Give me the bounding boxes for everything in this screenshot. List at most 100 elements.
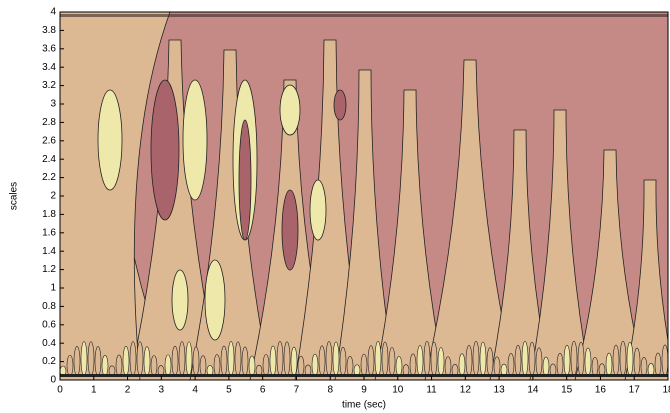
contour-band	[374, 89, 446, 380]
x-tick-label: 11	[426, 385, 437, 396]
contour-ripple	[388, 347, 396, 377]
y-axis-label: scales	[9, 182, 20, 210]
contour-ripple	[94, 346, 102, 377]
contour-ripple	[472, 340, 480, 377]
contour-ripple	[584, 347, 592, 377]
contour-ripple	[409, 353, 417, 377]
contour-blob	[182, 79, 208, 201]
contour-band	[624, 179, 668, 380]
contour-ripple	[444, 356, 452, 377]
y-tick-label: 0.8	[42, 301, 56, 312]
contour-ripple	[276, 341, 284, 377]
contour-ripple	[199, 355, 207, 377]
contour-ripple	[528, 341, 536, 377]
y-tick-label: 2.4	[42, 154, 56, 165]
contour-ripple	[101, 355, 109, 377]
contour-ripple	[234, 341, 242, 377]
contour-ripple	[339, 346, 347, 377]
contour-ripple	[423, 341, 431, 377]
contour-ripple	[122, 345, 130, 377]
y-tick-label: 3.8	[42, 25, 56, 36]
contour-ripple	[227, 341, 235, 377]
contour-field	[60, 12, 668, 380]
contour-band	[424, 59, 516, 380]
x-tick-label: 4	[192, 385, 198, 396]
contour-ripple	[66, 354, 74, 377]
y-tick-label: 1.8	[42, 209, 56, 220]
contour-ripple	[220, 345, 228, 377]
x-tick-label: 18	[662, 385, 670, 396]
x-tick-label: 0	[57, 385, 63, 396]
contour-band	[489, 129, 551, 380]
contour-ripple	[612, 344, 620, 377]
y-tick-label: 0.6	[42, 319, 56, 330]
contour-ripple	[325, 341, 333, 377]
contour-ripple	[458, 353, 466, 377]
contour-ripple	[283, 341, 291, 377]
y-tick-label: 3	[50, 99, 56, 110]
contour-ripple	[185, 341, 193, 377]
contour-band	[334, 69, 396, 380]
contour-ripple	[570, 340, 578, 377]
contour-ripple	[73, 346, 81, 377]
x-tick-label: 16	[595, 385, 607, 396]
contour-blob	[171, 269, 189, 331]
contour-blob	[204, 259, 226, 341]
x-tick-label: 7	[294, 385, 300, 396]
contour-ripple	[262, 354, 270, 377]
x-tick-label: 14	[527, 385, 539, 396]
contour-noise	[60, 374, 668, 377]
contour-ripple	[290, 346, 298, 377]
contour-ripple	[591, 356, 599, 377]
y-tick-label: 3.6	[42, 43, 56, 54]
x-tick-label: 6	[260, 385, 266, 396]
contour-ripple	[374, 341, 382, 377]
contour-ripple	[542, 356, 550, 377]
y-tick-label: 2.2	[42, 172, 56, 183]
x-tick-label: 12	[460, 385, 472, 396]
contour-ripple	[654, 352, 662, 377]
x-tick-label: 1	[91, 385, 97, 396]
y-tick-label: 4	[50, 7, 56, 18]
contour-ripple	[213, 354, 221, 377]
contour-ripple	[346, 355, 354, 377]
contour-blob	[238, 119, 252, 241]
contour-ripple	[248, 355, 256, 377]
contour-noise	[60, 14, 668, 17]
contour-ripple	[129, 341, 137, 377]
contour-ripple	[437, 347, 445, 377]
y-tick-label: 0	[50, 375, 56, 386]
contour-ripple	[332, 341, 340, 377]
contour-ripple	[577, 341, 585, 377]
contour-ripple	[136, 341, 144, 377]
y-tick-label: 1.4	[42, 246, 56, 257]
contour-ripple	[556, 352, 564, 377]
contour-ripple	[241, 346, 249, 377]
contour-ripple	[514, 344, 522, 377]
x-tick-label: 13	[494, 385, 506, 396]
contour-ripple	[563, 344, 571, 377]
contour-ripple	[143, 346, 151, 377]
contour-blob	[279, 84, 301, 136]
contour-blob	[150, 79, 180, 221]
contour-blob	[281, 189, 299, 271]
y-tick-label: 2.8	[42, 117, 56, 128]
contour-ripple	[661, 344, 668, 377]
y-tick-label: 0.4	[42, 338, 56, 349]
contour-ripple	[465, 345, 473, 377]
x-axis-label: time (sec)	[342, 400, 386, 411]
contour-ripple	[269, 345, 277, 377]
x-tick-label: 9	[361, 385, 367, 396]
x-tick-label: 17	[629, 385, 641, 396]
contour-ripple	[367, 345, 375, 377]
y-tick-label: 0.2	[42, 356, 56, 367]
contour-ripple	[164, 354, 172, 377]
contour-band	[574, 149, 646, 380]
x-tick-label: 8	[327, 385, 333, 396]
contour-ripple	[178, 341, 186, 377]
contour-ripple	[87, 341, 95, 377]
contour-ripple	[318, 345, 326, 377]
contour-ripple	[311, 353, 319, 377]
